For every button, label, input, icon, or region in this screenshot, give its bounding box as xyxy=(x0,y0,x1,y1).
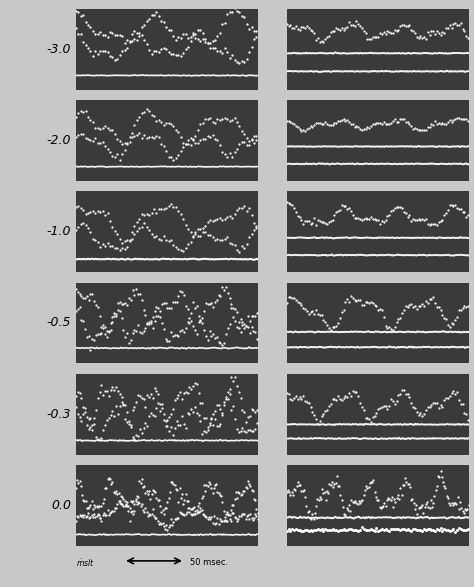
Text: -1.0: -1.0 xyxy=(46,225,71,238)
Text: -0.3: -0.3 xyxy=(46,408,71,421)
Text: 50 msec.: 50 msec. xyxy=(190,558,228,566)
Text: 0.0: 0.0 xyxy=(51,499,71,512)
Text: $\dot{m}slt$: $\dot{m}slt$ xyxy=(76,558,95,569)
Text: -3.0: -3.0 xyxy=(46,43,71,56)
Text: -2.0: -2.0 xyxy=(46,134,71,147)
Text: -0.5: -0.5 xyxy=(46,316,71,329)
